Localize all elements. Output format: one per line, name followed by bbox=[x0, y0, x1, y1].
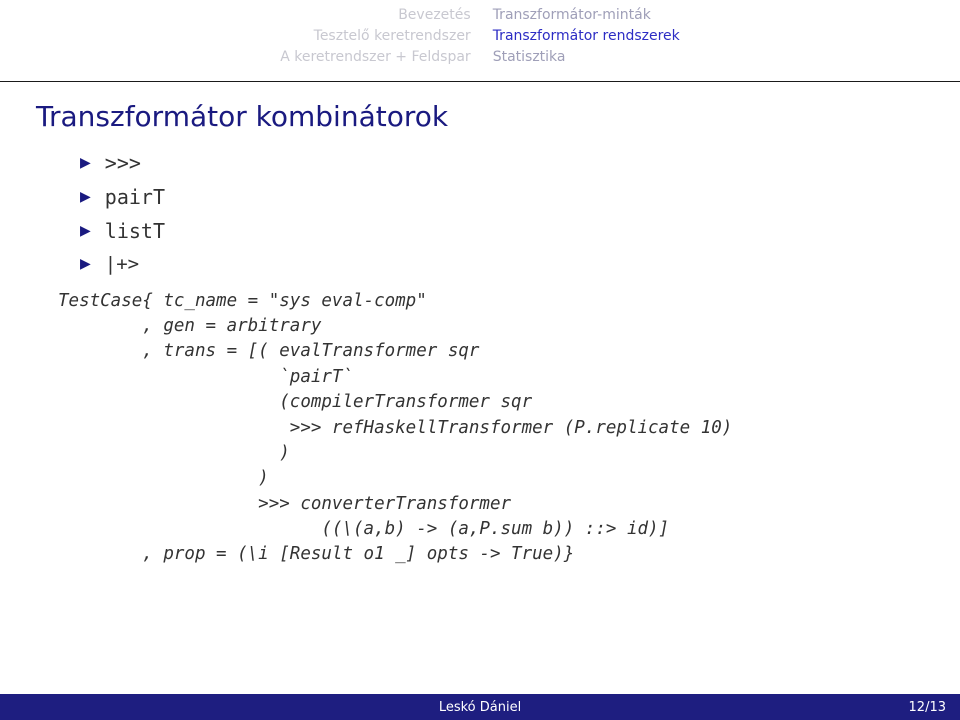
bullet-icon: ▶ bbox=[80, 155, 91, 171]
list-item: ▶ |+> bbox=[80, 253, 924, 275]
nav-left-1[interactable]: Tesztelő keretrendszer bbox=[280, 27, 470, 46]
list-item: ▶ listT bbox=[80, 219, 924, 243]
bullet-2: listT bbox=[105, 219, 165, 243]
nav-right-1[interactable]: Transzformátor rendszerek bbox=[493, 27, 680, 46]
nav-left-0[interactable]: Bevezetés bbox=[280, 6, 470, 25]
bullet-list: ▶ >>> ▶ pairT ▶ listT ▶ |+> bbox=[36, 151, 924, 275]
nav-right-0[interactable]: Transzformátor-minták bbox=[493, 6, 680, 25]
bullet-1: pairT bbox=[105, 185, 165, 209]
code-block: TestCase{ tc_name = "sys eval-comp" , ge… bbox=[36, 289, 924, 568]
nav-col-right: Transzformátor-minták Transzformátor ren… bbox=[493, 6, 680, 67]
bullet-icon: ▶ bbox=[80, 256, 91, 272]
bullet-icon: ▶ bbox=[80, 189, 91, 205]
list-item: ▶ >>> bbox=[80, 151, 924, 175]
footer: Leskó Dániel 12/13 bbox=[0, 694, 960, 720]
bullet-0: >>> bbox=[105, 151, 141, 175]
divider bbox=[0, 81, 960, 82]
nav-right-2[interactable]: Statisztika bbox=[493, 48, 680, 67]
bullet-3: |+> bbox=[105, 253, 139, 275]
list-item: ▶ pairT bbox=[80, 185, 924, 209]
footer-author: Leskó Dániel bbox=[439, 700, 521, 715]
nav-left-2[interactable]: A keretrendszer + Feldspar bbox=[280, 48, 470, 67]
footer-page: 12/13 bbox=[909, 700, 946, 715]
nav-col-left: Bevezetés Tesztelő keretrendszer A keret… bbox=[280, 6, 470, 67]
nav: Bevezetés Tesztelő keretrendszer A keret… bbox=[0, 0, 960, 81]
page-title: Transzformátor kombinátorok bbox=[36, 100, 924, 133]
bullet-icon: ▶ bbox=[80, 223, 91, 239]
content: Transzformátor kombinátorok ▶ >>> ▶ pairT … bbox=[0, 100, 960, 568]
